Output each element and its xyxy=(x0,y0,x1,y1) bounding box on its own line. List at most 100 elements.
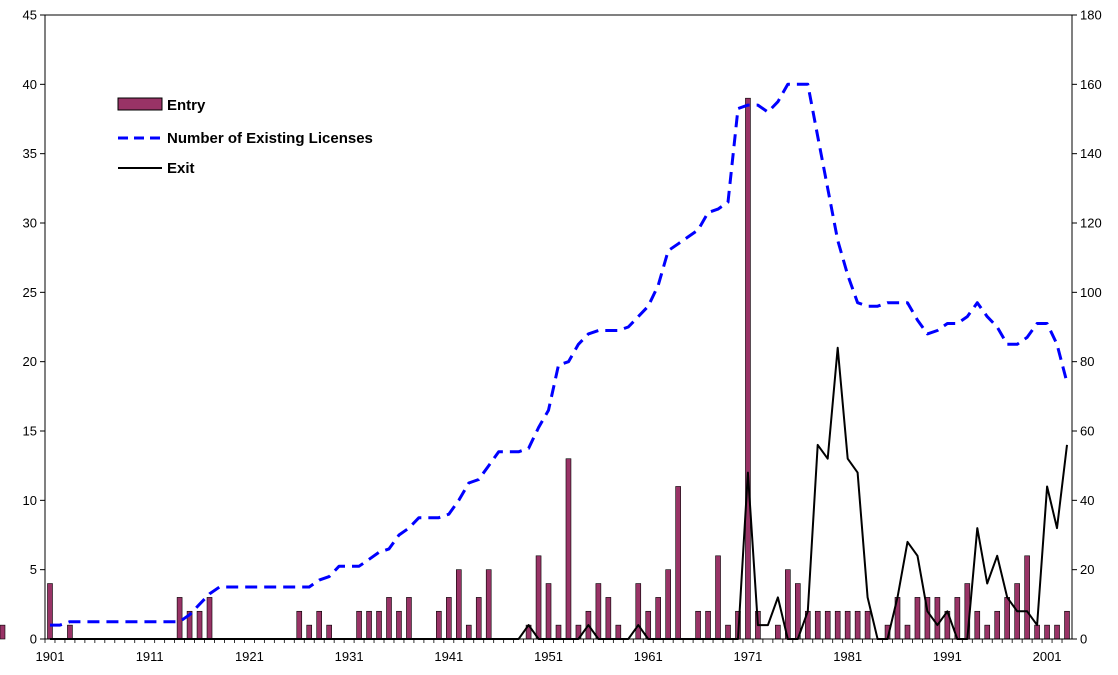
y2-tick-label: 60 xyxy=(1080,424,1094,439)
y2-tick-label: 180 xyxy=(1080,8,1102,23)
y2-tick-label: 20 xyxy=(1080,562,1094,577)
entry-bar xyxy=(545,583,552,640)
x-tick-label: 1921 xyxy=(235,649,264,664)
entry-bar xyxy=(745,97,751,640)
entry-bar xyxy=(396,610,402,640)
entry-bar xyxy=(814,610,821,640)
y-tick-label: 0 xyxy=(30,632,37,647)
entry-bar xyxy=(436,610,442,640)
entry-bars xyxy=(0,97,1070,640)
entry-bar xyxy=(326,624,332,640)
x-tick-label: 1931 xyxy=(335,649,364,664)
entry-bar xyxy=(834,610,841,640)
entry-bar xyxy=(705,610,711,640)
entry-bar xyxy=(904,624,911,640)
axes xyxy=(40,14,1077,643)
entry-bar xyxy=(376,610,382,640)
entry-bar xyxy=(196,610,203,640)
entry-bar xyxy=(485,569,492,640)
entry-bar xyxy=(645,610,652,640)
entry-bar xyxy=(1054,624,1060,640)
entry-bar xyxy=(206,597,213,640)
entry-bar xyxy=(406,597,412,640)
entry-bar xyxy=(715,555,721,640)
y-tick-label: 5 xyxy=(30,562,37,577)
series-lines xyxy=(50,82,1069,640)
entry-bar xyxy=(725,624,731,640)
entry-bar xyxy=(316,610,322,640)
y2-tick-label: 140 xyxy=(1080,146,1102,161)
entry-bar xyxy=(565,458,572,640)
entry-bar xyxy=(934,597,941,640)
entry-bar xyxy=(356,610,362,640)
entry-bar xyxy=(386,597,392,640)
entry-bar xyxy=(984,624,991,640)
entry-bar xyxy=(1064,610,1070,640)
x-tick-label: 1951 xyxy=(534,649,563,664)
tick-labels: 0 5 10 15 20 25 30 35 40 45 0 20 40 60 80 100 120 140 160 1… xyxy=(23,8,1102,665)
x-tick-label: 1911 xyxy=(136,649,164,664)
entry-bar xyxy=(555,624,562,640)
entry-bar xyxy=(595,583,602,640)
entry-bar xyxy=(1034,624,1040,640)
entry-bar xyxy=(665,569,671,640)
y-tick-label: 20 xyxy=(23,354,37,369)
legend: Entry Number of Existing Licenses Exit xyxy=(117,97,373,177)
y2-tick-label: 160 xyxy=(1080,77,1102,92)
x-tick-label: 1971 xyxy=(733,649,762,664)
entry-bar xyxy=(176,597,183,640)
entry-bar xyxy=(455,569,462,640)
y-tick-label: 25 xyxy=(23,285,37,300)
x-tick-label: 1901 xyxy=(36,649,65,664)
entry-bar xyxy=(675,486,681,640)
entry-bar xyxy=(296,610,303,640)
entry-bar xyxy=(775,624,781,640)
entry-bar xyxy=(1004,597,1010,640)
y-tick-label: 30 xyxy=(23,216,37,231)
entry-bar xyxy=(844,610,851,640)
entry-bar xyxy=(446,597,452,640)
entry-bar xyxy=(67,624,73,640)
entry-bar xyxy=(475,597,482,640)
entry-bar xyxy=(974,610,981,640)
x-tick-label: 1981 xyxy=(833,649,862,664)
y-tick-label: 35 xyxy=(23,146,37,161)
x-tick-label: 1941 xyxy=(434,649,463,664)
y-tick-label: 10 xyxy=(23,493,37,508)
x-tick-label: 1961 xyxy=(634,649,663,664)
y2-tick-label: 0 xyxy=(1080,632,1087,647)
y2-tick-label: 120 xyxy=(1080,216,1102,231)
y-tick-label: 15 xyxy=(23,424,37,439)
entry-bar xyxy=(0,624,6,640)
legend-licenses-label: Number of Existing Licenses xyxy=(167,130,373,147)
y2-tick-label: 100 xyxy=(1080,285,1102,300)
legend-entry-swatch xyxy=(117,97,163,111)
entry-bar xyxy=(306,624,313,640)
legend-exit-label: Exit xyxy=(167,160,195,177)
x-tick-label: 2001 xyxy=(1033,649,1062,664)
entry-bar xyxy=(854,610,861,640)
entry-bar xyxy=(1024,555,1030,640)
entry-bar xyxy=(465,624,472,640)
entry-bar xyxy=(47,583,53,640)
entry-bar xyxy=(914,597,921,640)
legend-entry-label: Entry xyxy=(167,97,206,114)
entry-bar xyxy=(994,610,1001,640)
entry-bar xyxy=(864,610,871,640)
entry-bar xyxy=(695,610,701,640)
entry-bar xyxy=(1044,624,1050,640)
entry-bar xyxy=(535,555,542,640)
exit-line xyxy=(50,346,1068,640)
entry-bar xyxy=(655,597,662,640)
entry-bar xyxy=(605,597,612,640)
entry-bar xyxy=(795,583,801,640)
entry-bar xyxy=(615,624,622,640)
y-tick-label: 40 xyxy=(23,77,37,92)
y2-tick-label: 40 xyxy=(1080,493,1094,508)
entry-bar xyxy=(635,583,642,640)
licenses-line xyxy=(50,82,1069,627)
y2-tick-label: 80 xyxy=(1080,354,1094,369)
entry-bar xyxy=(366,610,372,640)
x-tick-label: 1991 xyxy=(933,649,962,664)
